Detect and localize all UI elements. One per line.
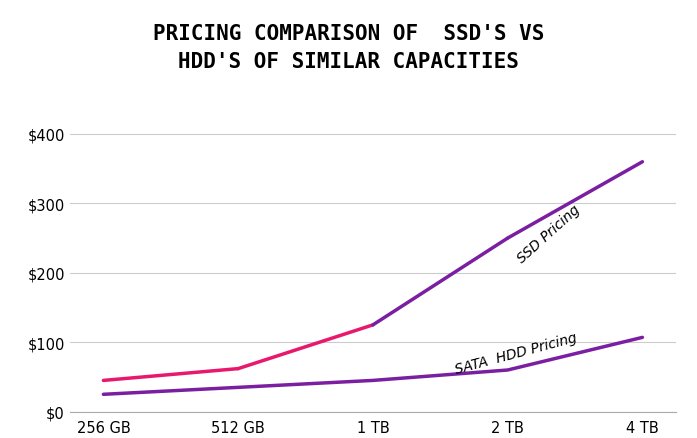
Text: SATA  HDD Pricing: SATA HDD Pricing <box>454 331 579 377</box>
Text: PRICING COMPARISON OF  SSD'S VS
HDD'S OF SIMILAR CAPACITIES: PRICING COMPARISON OF SSD'S VS HDD'S OF … <box>153 24 544 72</box>
Text: SSD Pricing: SSD Pricing <box>514 203 583 266</box>
